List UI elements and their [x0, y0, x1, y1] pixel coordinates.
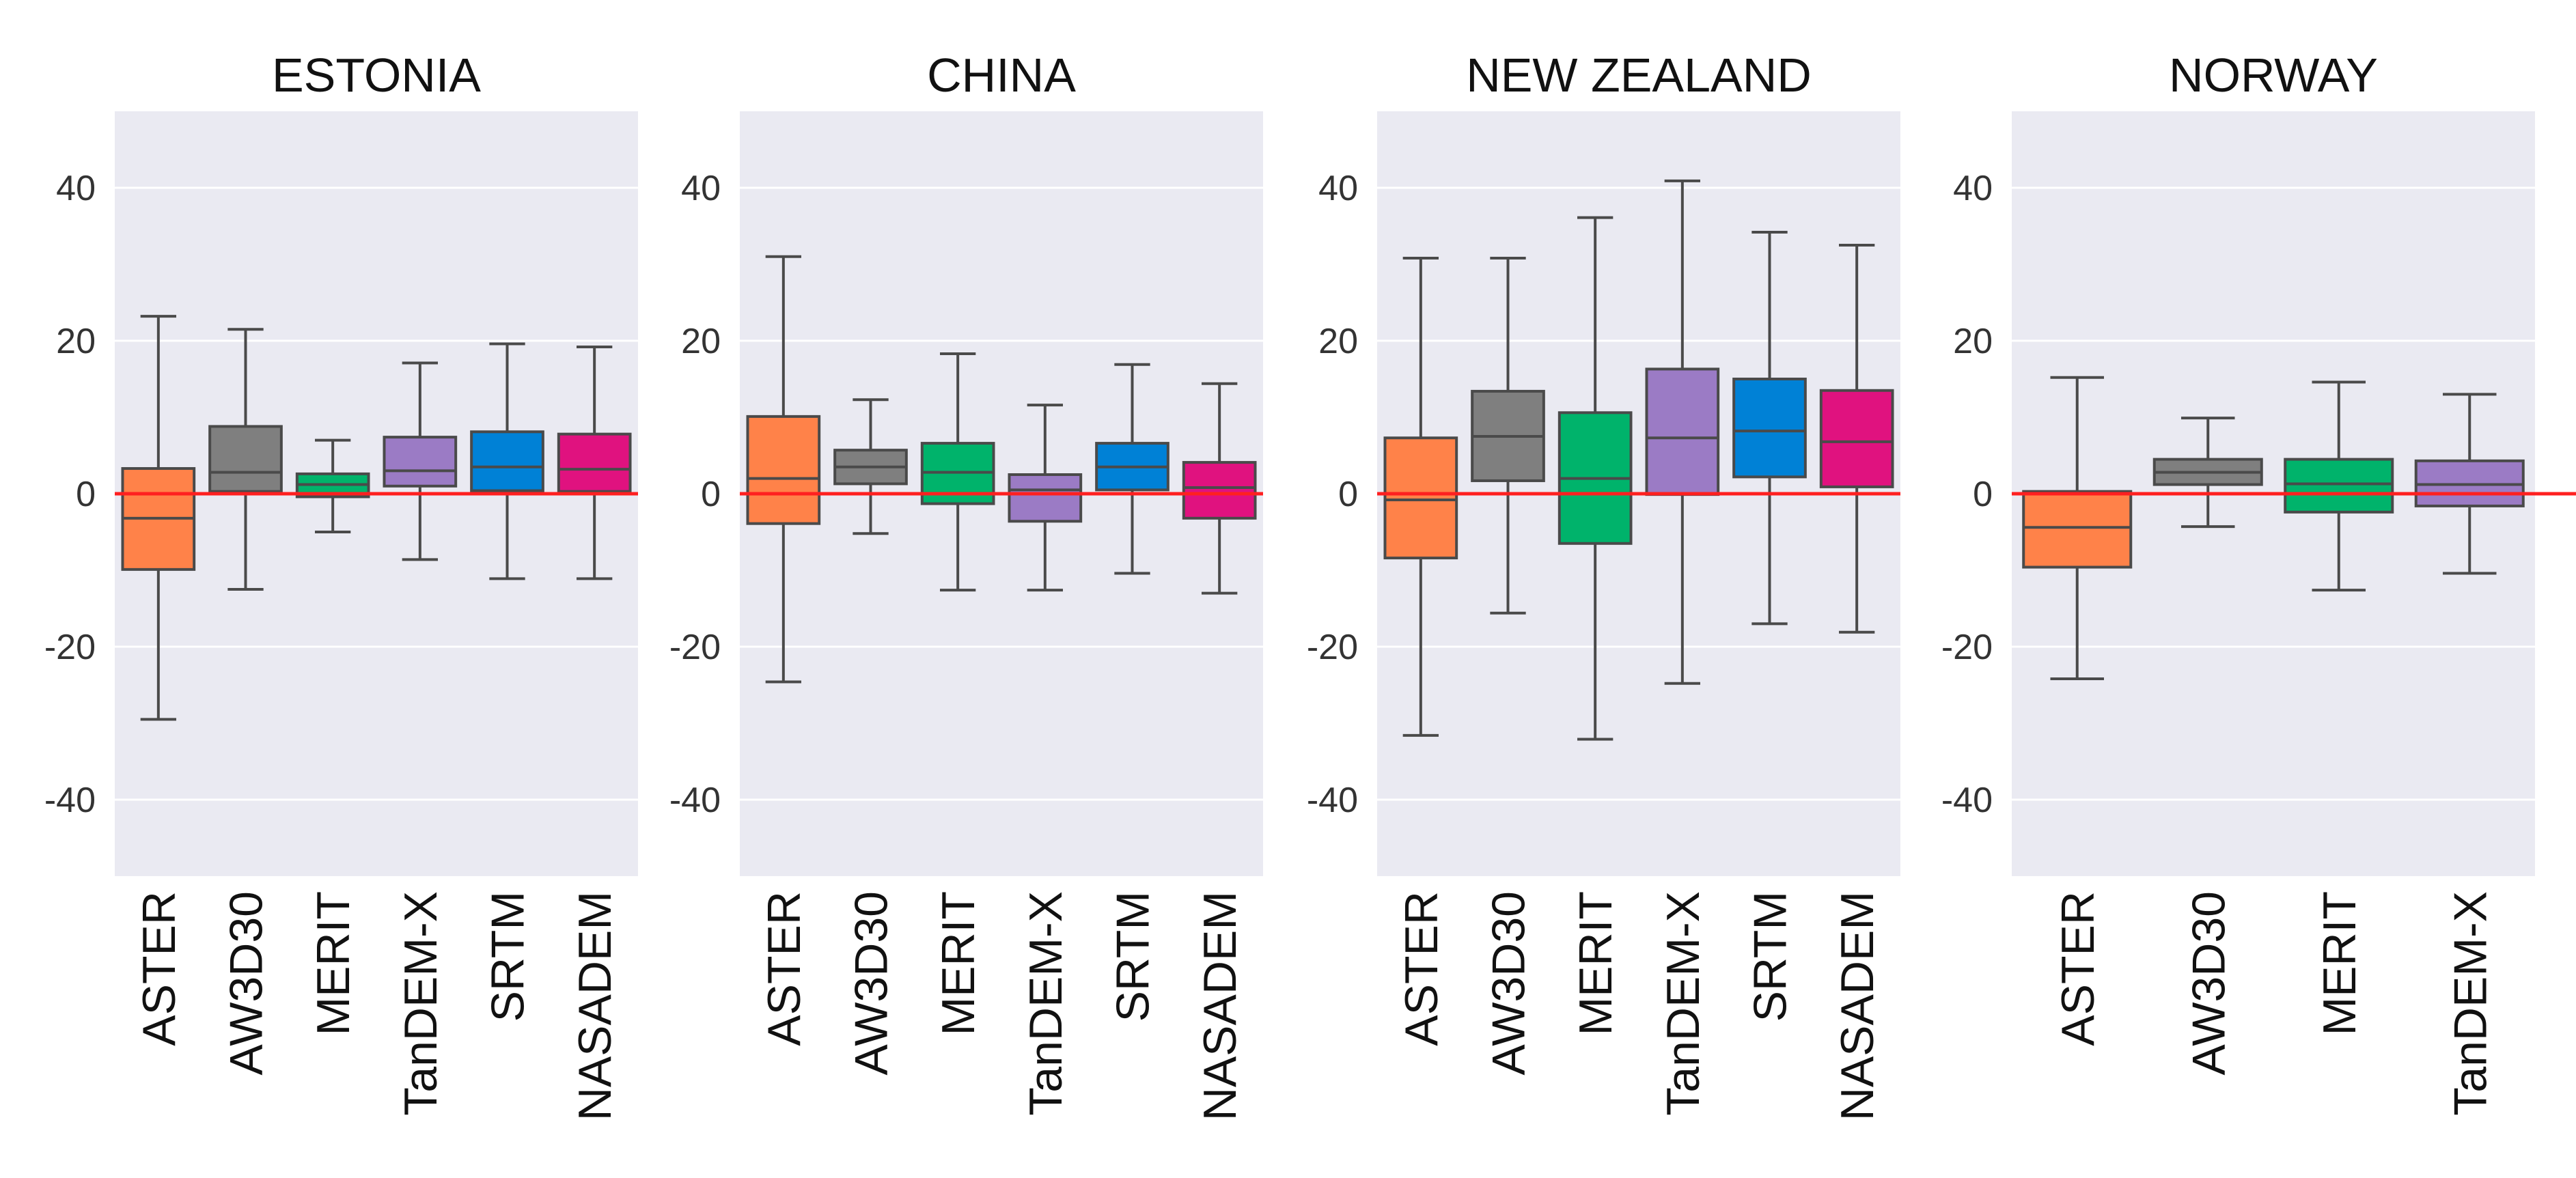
y-tick-label: 20 — [681, 322, 721, 361]
box-tandem-x — [383, 361, 458, 561]
x-tick-label: ASTER — [1396, 891, 1448, 1046]
x-tick-label: TanDEM-X — [2444, 891, 2496, 1116]
panel-title: NORWAY — [2169, 48, 2378, 102]
y-tick-label: -40 — [669, 781, 721, 820]
box-srtm — [470, 342, 544, 580]
x-tick-label: SRTM — [1107, 891, 1159, 1022]
iqr-box — [746, 415, 821, 525]
box-srtm — [1732, 230, 1807, 626]
x-tick-label: ASTER — [133, 891, 185, 1046]
iqr-box — [1645, 367, 1720, 496]
x-tick-label: TanDEM-X — [1020, 891, 1072, 1116]
panel-norway: 40 20 0 -20 -40 ASTER AW3D30 MERIT TanDEM-X NORWA… — [1941, 48, 2576, 1116]
box-aw3d30 — [208, 328, 283, 591]
y-tick-label: -40 — [1307, 781, 1358, 820]
iqr-box — [470, 430, 544, 492]
panel-title: CHINA — [927, 48, 1076, 102]
x-tick-label: AW3D30 — [221, 891, 273, 1076]
y-tick-label: 40 — [1318, 169, 1358, 208]
y-tick-label: 20 — [56, 322, 96, 361]
x-tick-label: MERIT — [307, 891, 359, 1036]
panel-estonia: 40 20 0 -20 -40 ASTER AW3D30 MERIT TanDEM-X SRTM N… — [44, 48, 638, 1121]
y-tick-label: 40 — [681, 169, 721, 208]
x-tick-label: NASADEM — [1831, 891, 1883, 1121]
panel-title: ESTONIA — [272, 48, 481, 102]
y-tick-label: 40 — [1953, 169, 1993, 208]
box-aw3d30 — [1471, 257, 1545, 615]
x-tick-label: AW3D30 — [1483, 891, 1535, 1076]
x-tick-label: SRTM — [1745, 891, 1797, 1022]
iqr-box — [1819, 389, 1894, 488]
y-tick-label: -40 — [1941, 781, 1993, 820]
box-aster — [2022, 376, 2133, 681]
y-tick-label: 20 — [1318, 322, 1358, 361]
box-nasadem — [1182, 382, 1257, 595]
panel-new-zealand: 40 20 0 -20 -40 ASTER AW3D30 MERIT TanDEM-X SRTM N… — [1307, 48, 1900, 1121]
box-aster — [746, 255, 821, 684]
box-nasadem — [557, 345, 632, 580]
iqr-box — [1383, 436, 1458, 560]
y-tick-label: 0 — [1973, 475, 1993, 514]
iqr-box — [2284, 458, 2394, 514]
x-tick-label: SRTM — [482, 891, 534, 1022]
y-tick-label: 0 — [1338, 475, 1358, 514]
iqr-box — [1182, 461, 1257, 520]
x-tick-label: NASADEM — [1194, 891, 1246, 1121]
y-tick-label: 20 — [1953, 322, 1993, 361]
y-tick-label: 40 — [56, 169, 96, 208]
x-tick-label: ASTER — [2052, 891, 2104, 1046]
box-aw3d30 — [2152, 417, 2263, 529]
box-tandem-x — [1008, 404, 1083, 592]
iqr-box — [383, 436, 458, 488]
y-tick-label: -20 — [44, 628, 96, 667]
x-tick-label: ASTER — [758, 891, 810, 1046]
x-tick-label: NASADEM — [569, 891, 621, 1121]
x-tick-label: MERIT — [2314, 891, 2366, 1036]
box-nasadem — [1819, 244, 1894, 634]
y-tick-label: -20 — [669, 628, 721, 667]
iqr-box — [557, 432, 632, 493]
x-tick-label: AW3D30 — [2183, 891, 2234, 1076]
panel-china: 40 20 0 -20 -40 ASTER AW3D30 MERIT TanDEM-X SRTM N… — [669, 48, 1263, 1121]
box-merit — [1557, 216, 1633, 741]
iqr-box — [1732, 378, 1807, 479]
x-tick-label: TanDEM-X — [1657, 891, 1709, 1116]
y-tick-label: -40 — [44, 781, 96, 820]
x-tick-label: TanDEM-X — [395, 891, 447, 1116]
iqr-box — [2022, 490, 2133, 569]
y-tick-label: -20 — [1307, 628, 1358, 667]
x-tick-label: MERIT — [1570, 891, 1622, 1036]
box-merit — [2284, 380, 2394, 592]
y-tick-label: -20 — [1941, 628, 1993, 667]
y-tick-label: 0 — [76, 475, 96, 514]
box-aster — [121, 315, 196, 721]
iqr-box — [208, 425, 283, 493]
box-tandem-x — [2414, 393, 2525, 575]
box-srtm — [1095, 363, 1169, 575]
iqr-box — [1008, 473, 1083, 523]
panel-title: NEW ZEALAND — [1466, 48, 1812, 102]
x-tick-label: AW3D30 — [846, 891, 898, 1076]
y-tick-label: 0 — [701, 475, 721, 514]
box-aster — [1383, 257, 1458, 737]
x-tick-label: MERIT — [932, 891, 984, 1036]
